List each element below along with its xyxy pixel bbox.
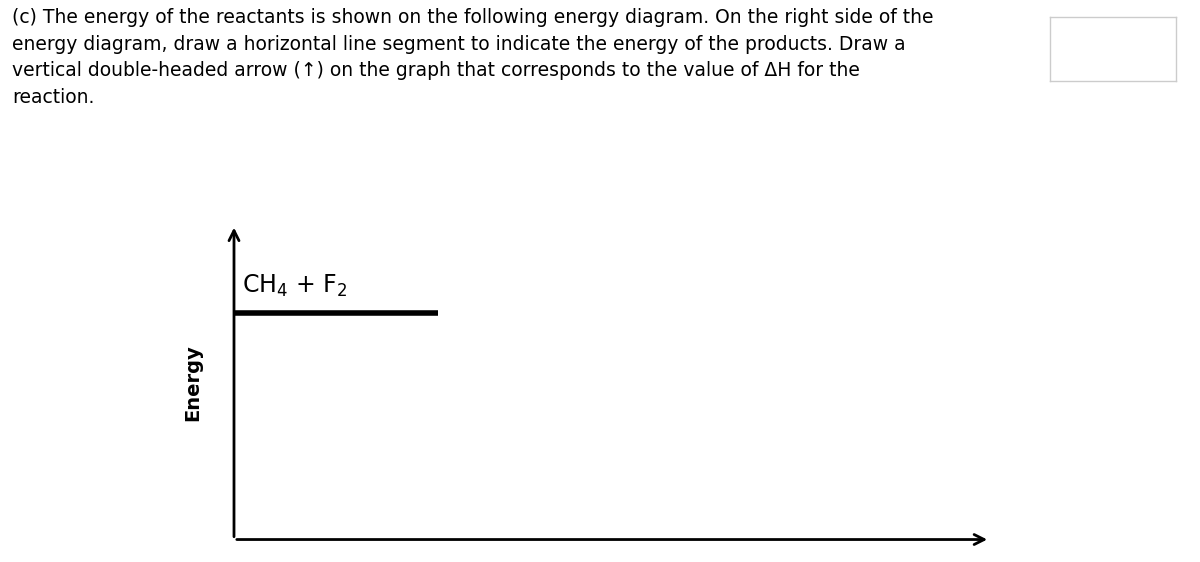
Text: (c) The energy of the reactants is shown on the following energy diagram. On the: (c) The energy of the reactants is shown… — [12, 8, 934, 107]
Text: CH$_4$ + F$_2$: CH$_4$ + F$_2$ — [241, 273, 347, 299]
Text: Energy: Energy — [182, 344, 202, 420]
